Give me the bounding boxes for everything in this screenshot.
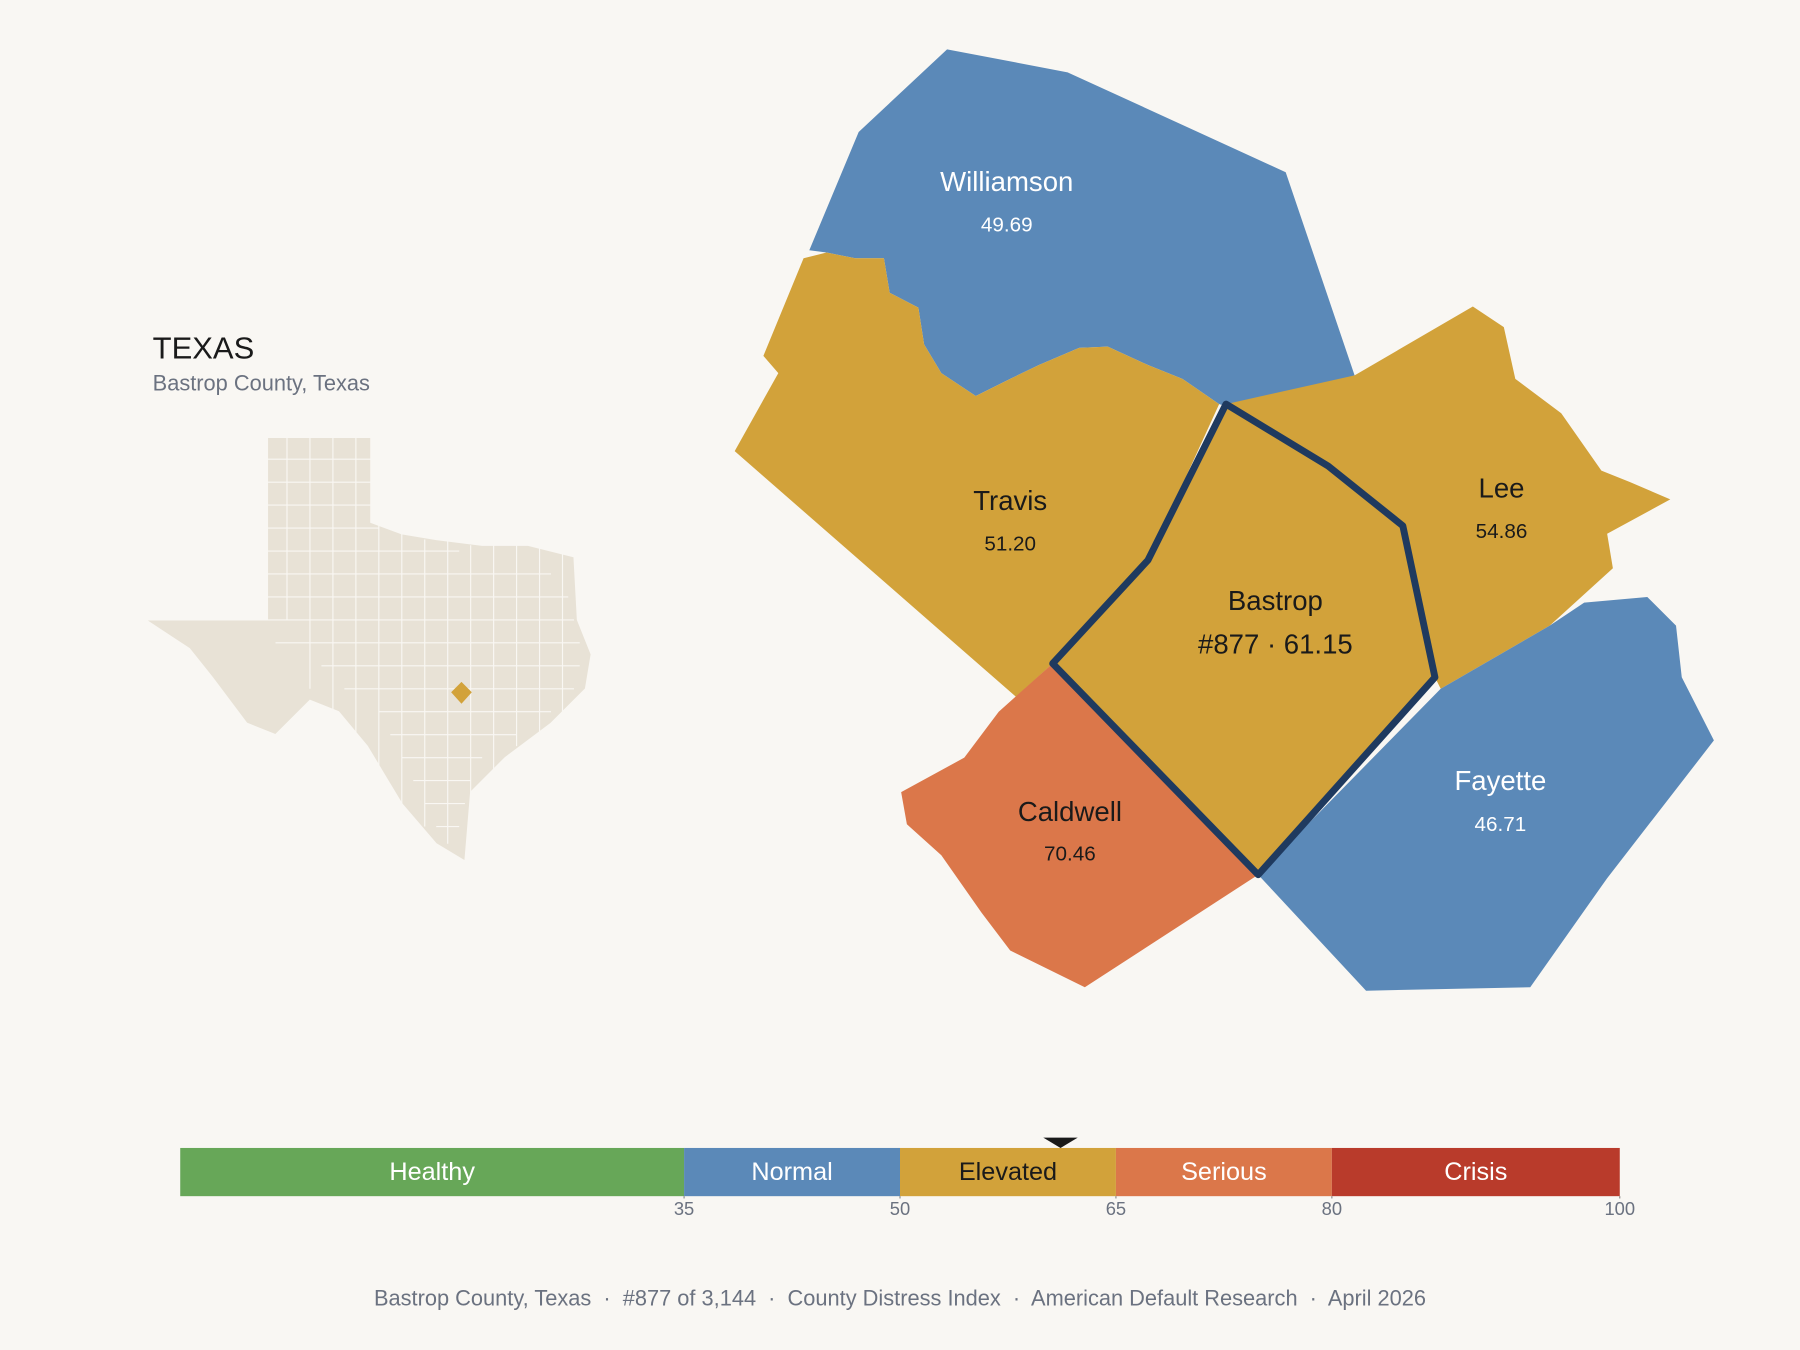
- band-label: Healthy: [389, 1158, 475, 1186]
- county-shape: [734, 252, 1220, 697]
- county-value: 49.69: [981, 214, 1033, 237]
- county-name: Travis: [973, 485, 1047, 516]
- subtitle: Bastrop County, Texas: [153, 370, 370, 395]
- county-name: Caldwell: [1018, 796, 1122, 827]
- tick-label: 50: [890, 1198, 910, 1219]
- scale-band: [900, 1147, 1116, 1197]
- county-map: Williamson 49.69 Travis 51.20 Lee 54.86 …: [734, 49, 1714, 991]
- grid-lines: [267, 458, 580, 828]
- band-label: Normal: [751, 1158, 832, 1186]
- county-shape: [901, 663, 1259, 988]
- county-value: #877 · 61.15: [1198, 629, 1353, 660]
- scale-band: [1115, 1147, 1332, 1197]
- scale-band: [180, 1147, 685, 1197]
- texas-county-grid: [267, 437, 580, 844]
- scale-band: [684, 1147, 900, 1197]
- tick-label: 35: [674, 1198, 694, 1219]
- county-name: Fayette: [1454, 765, 1546, 796]
- scale-band: [1331, 1147, 1620, 1197]
- tick-label: 65: [1106, 1198, 1126, 1219]
- grid-lines: [286, 437, 564, 844]
- county-name: Williamson: [940, 166, 1073, 197]
- county-name: Bastrop: [1228, 585, 1323, 616]
- band-label: Elevated: [959, 1158, 1057, 1186]
- score-marker: [1043, 1137, 1078, 1148]
- bastrop-locator: [451, 681, 472, 704]
- county-shape: [1258, 596, 1714, 991]
- county-value: 51.20: [984, 533, 1036, 556]
- county-shape: [1049, 400, 1439, 879]
- county-shape: [1226, 306, 1671, 689]
- title: TEXAS: [153, 330, 255, 365]
- county-value: 46.71: [1475, 813, 1527, 836]
- county-shape: [809, 49, 1355, 414]
- county-value: 70.46: [1044, 843, 1096, 866]
- footer: Bastrop County, Texas · #877 of 3,144 · …: [374, 1285, 1426, 1310]
- band-label: Crisis: [1444, 1158, 1507, 1186]
- tick-label: 80: [1322, 1198, 1342, 1219]
- county-value: 54.86: [1476, 520, 1528, 543]
- county-name: Lee: [1479, 472, 1525, 503]
- band-label: Serious: [1181, 1158, 1267, 1186]
- distress-scale: Healthy Normal Elevated Serious Crisis 35 50 65…: [180, 1137, 1635, 1219]
- tick-label: 100: [1604, 1198, 1635, 1219]
